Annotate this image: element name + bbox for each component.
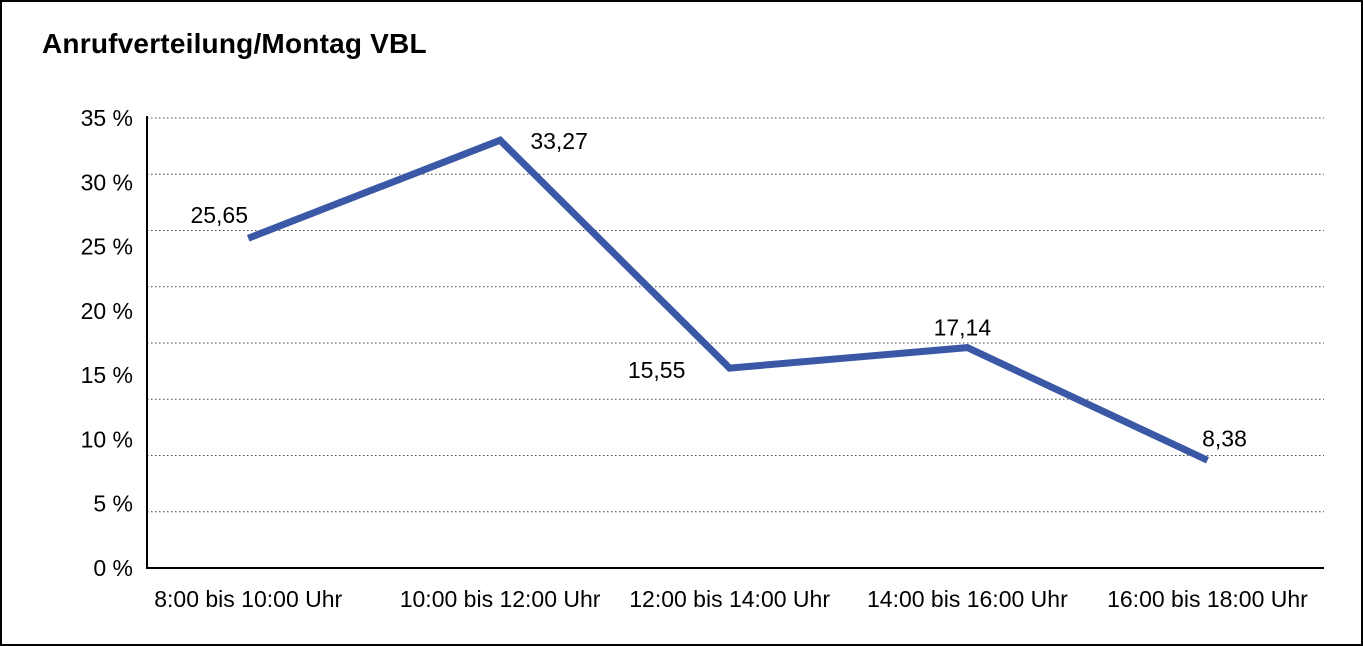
x-category-label: 10:00 bis 12:00 Uhr — [400, 586, 601, 612]
data-point-label: 33,27 — [530, 128, 588, 154]
x-category-label: 14:00 bis 16:00 Uhr — [867, 586, 1068, 612]
y-tick-label: 0 % — [93, 555, 133, 581]
chart-title: Anrufverteilung/Montag VBL — [42, 28, 427, 59]
data-point-label: 17,14 — [934, 315, 992, 341]
x-category-label: 16:00 bis 18:00 Uhr — [1107, 586, 1308, 612]
y-tick-label: 20 % — [81, 298, 133, 324]
y-tick-label: 25 % — [81, 234, 133, 260]
y-tick-label: 5 % — [93, 491, 133, 517]
x-category-label: 12:00 bis 14:00 Uhr — [629, 586, 830, 612]
data-point-label: 8,38 — [1202, 425, 1247, 451]
data-point-label: 25,65 — [190, 202, 248, 228]
y-tick-label: 30 % — [81, 169, 133, 195]
y-tick-label: 35 % — [81, 105, 133, 131]
data-point-label: 15,55 — [628, 357, 686, 383]
y-tick-label: 10 % — [81, 426, 133, 452]
y-tick-label: 15 % — [81, 362, 133, 388]
series-line — [246, 136, 1209, 464]
x-category-label: 8:00 bis 10:00 Uhr — [154, 586, 342, 612]
